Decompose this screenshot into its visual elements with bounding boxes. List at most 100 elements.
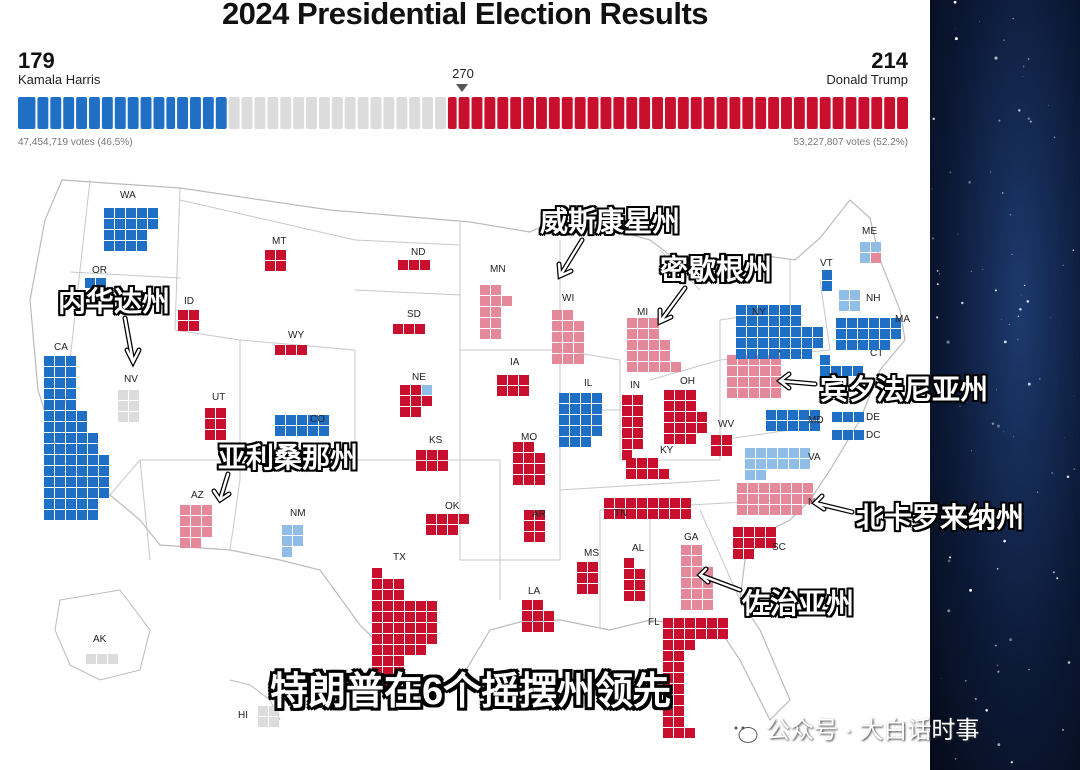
ev-square xyxy=(847,318,857,328)
ev-square xyxy=(88,499,98,509)
ev-square xyxy=(559,415,569,425)
ev-square xyxy=(563,332,573,342)
ev-segment-dem xyxy=(76,97,88,129)
ev-square xyxy=(869,340,879,350)
ev-square xyxy=(44,499,54,509)
ev-square xyxy=(692,567,702,577)
state-border xyxy=(649,359,721,381)
ev-square xyxy=(842,366,852,376)
ev-square xyxy=(767,448,777,458)
ev-square xyxy=(891,318,901,328)
ev-segment-pending xyxy=(228,97,240,129)
ev-square xyxy=(755,527,765,537)
ev-square xyxy=(635,569,645,579)
ev-segment-rep xyxy=(639,97,651,129)
ev-square xyxy=(802,327,812,337)
ev-square xyxy=(258,717,268,727)
ev-square xyxy=(771,388,781,398)
ev-square xyxy=(535,475,545,485)
ev-square xyxy=(86,654,96,664)
ev-square xyxy=(674,706,684,716)
ev-square xyxy=(88,510,98,520)
ev-square xyxy=(416,461,426,471)
ev-square xyxy=(738,388,748,398)
state-ct xyxy=(820,355,863,376)
ev-square xyxy=(420,260,430,270)
ev-square xyxy=(803,494,813,504)
ev-square xyxy=(769,305,779,315)
ev-square xyxy=(383,601,393,611)
state-la xyxy=(522,600,554,632)
ev-square xyxy=(626,509,636,519)
ev-square xyxy=(592,426,602,436)
ev-square xyxy=(448,514,458,524)
ev-square xyxy=(502,296,512,306)
ev-segment-rep xyxy=(600,97,612,129)
ev-square xyxy=(588,562,598,572)
ev-square xyxy=(820,355,830,365)
ev-square xyxy=(269,717,279,727)
ev-square xyxy=(781,494,791,504)
ev-square xyxy=(282,525,292,535)
ev-square xyxy=(524,532,534,542)
ev-square xyxy=(718,629,728,639)
ev-square xyxy=(820,366,830,376)
ev-square xyxy=(115,219,125,229)
ev-segment-dem xyxy=(166,97,176,129)
state-oh xyxy=(664,390,707,444)
ev-square xyxy=(559,426,569,436)
ev-square xyxy=(638,329,648,339)
state-ak xyxy=(86,654,118,664)
state-label-or: OR xyxy=(92,265,107,276)
ev-segment-dem xyxy=(140,97,152,129)
state-label-il: IL xyxy=(584,378,593,389)
ev-square xyxy=(66,378,76,388)
ev-square xyxy=(860,253,870,263)
ev-square xyxy=(749,377,759,387)
ev-square xyxy=(297,426,307,436)
state-border xyxy=(354,239,461,246)
ev-square xyxy=(659,469,669,479)
ev-square xyxy=(663,640,673,650)
state-sc xyxy=(733,527,776,559)
state-wv xyxy=(711,435,732,456)
ev-square xyxy=(671,362,681,372)
ev-segment-rep xyxy=(729,97,741,129)
ev-square xyxy=(789,459,799,469)
ev-square xyxy=(727,355,737,365)
ev-square xyxy=(480,329,490,339)
ev-square xyxy=(398,260,408,270)
ev-square xyxy=(404,324,414,334)
ev-square xyxy=(88,444,98,454)
ev-segment-rep xyxy=(652,97,663,129)
state-in xyxy=(622,395,643,460)
watermark-text: 公众号 · 大白话时事 xyxy=(766,717,980,744)
starry-background xyxy=(930,0,1080,770)
ev-square xyxy=(781,483,791,493)
ev-square xyxy=(88,477,98,487)
ev-square xyxy=(769,349,779,359)
ev-square xyxy=(771,377,781,387)
ev-square xyxy=(66,422,76,432)
ev-square xyxy=(297,415,307,425)
ev-square xyxy=(104,219,114,229)
annotation-north-carolina: 北卡罗来纳州 xyxy=(856,502,1025,533)
ev-square xyxy=(674,684,684,694)
ev-square xyxy=(626,498,636,508)
ev-square xyxy=(129,401,139,411)
ev-square xyxy=(627,340,637,350)
ev-square xyxy=(737,483,747,493)
ev-square xyxy=(648,498,658,508)
ev-square xyxy=(104,208,114,218)
ev-square xyxy=(727,366,737,376)
ev-square xyxy=(581,404,591,414)
ev-square xyxy=(663,662,673,672)
ev-square xyxy=(535,532,545,542)
ev-square xyxy=(216,408,226,418)
ev-square xyxy=(55,389,65,399)
ev-square xyxy=(758,349,768,359)
ev-square xyxy=(760,377,770,387)
ev-square xyxy=(202,505,212,515)
ev-square xyxy=(66,477,76,487)
ev-segment-pending xyxy=(422,97,434,129)
